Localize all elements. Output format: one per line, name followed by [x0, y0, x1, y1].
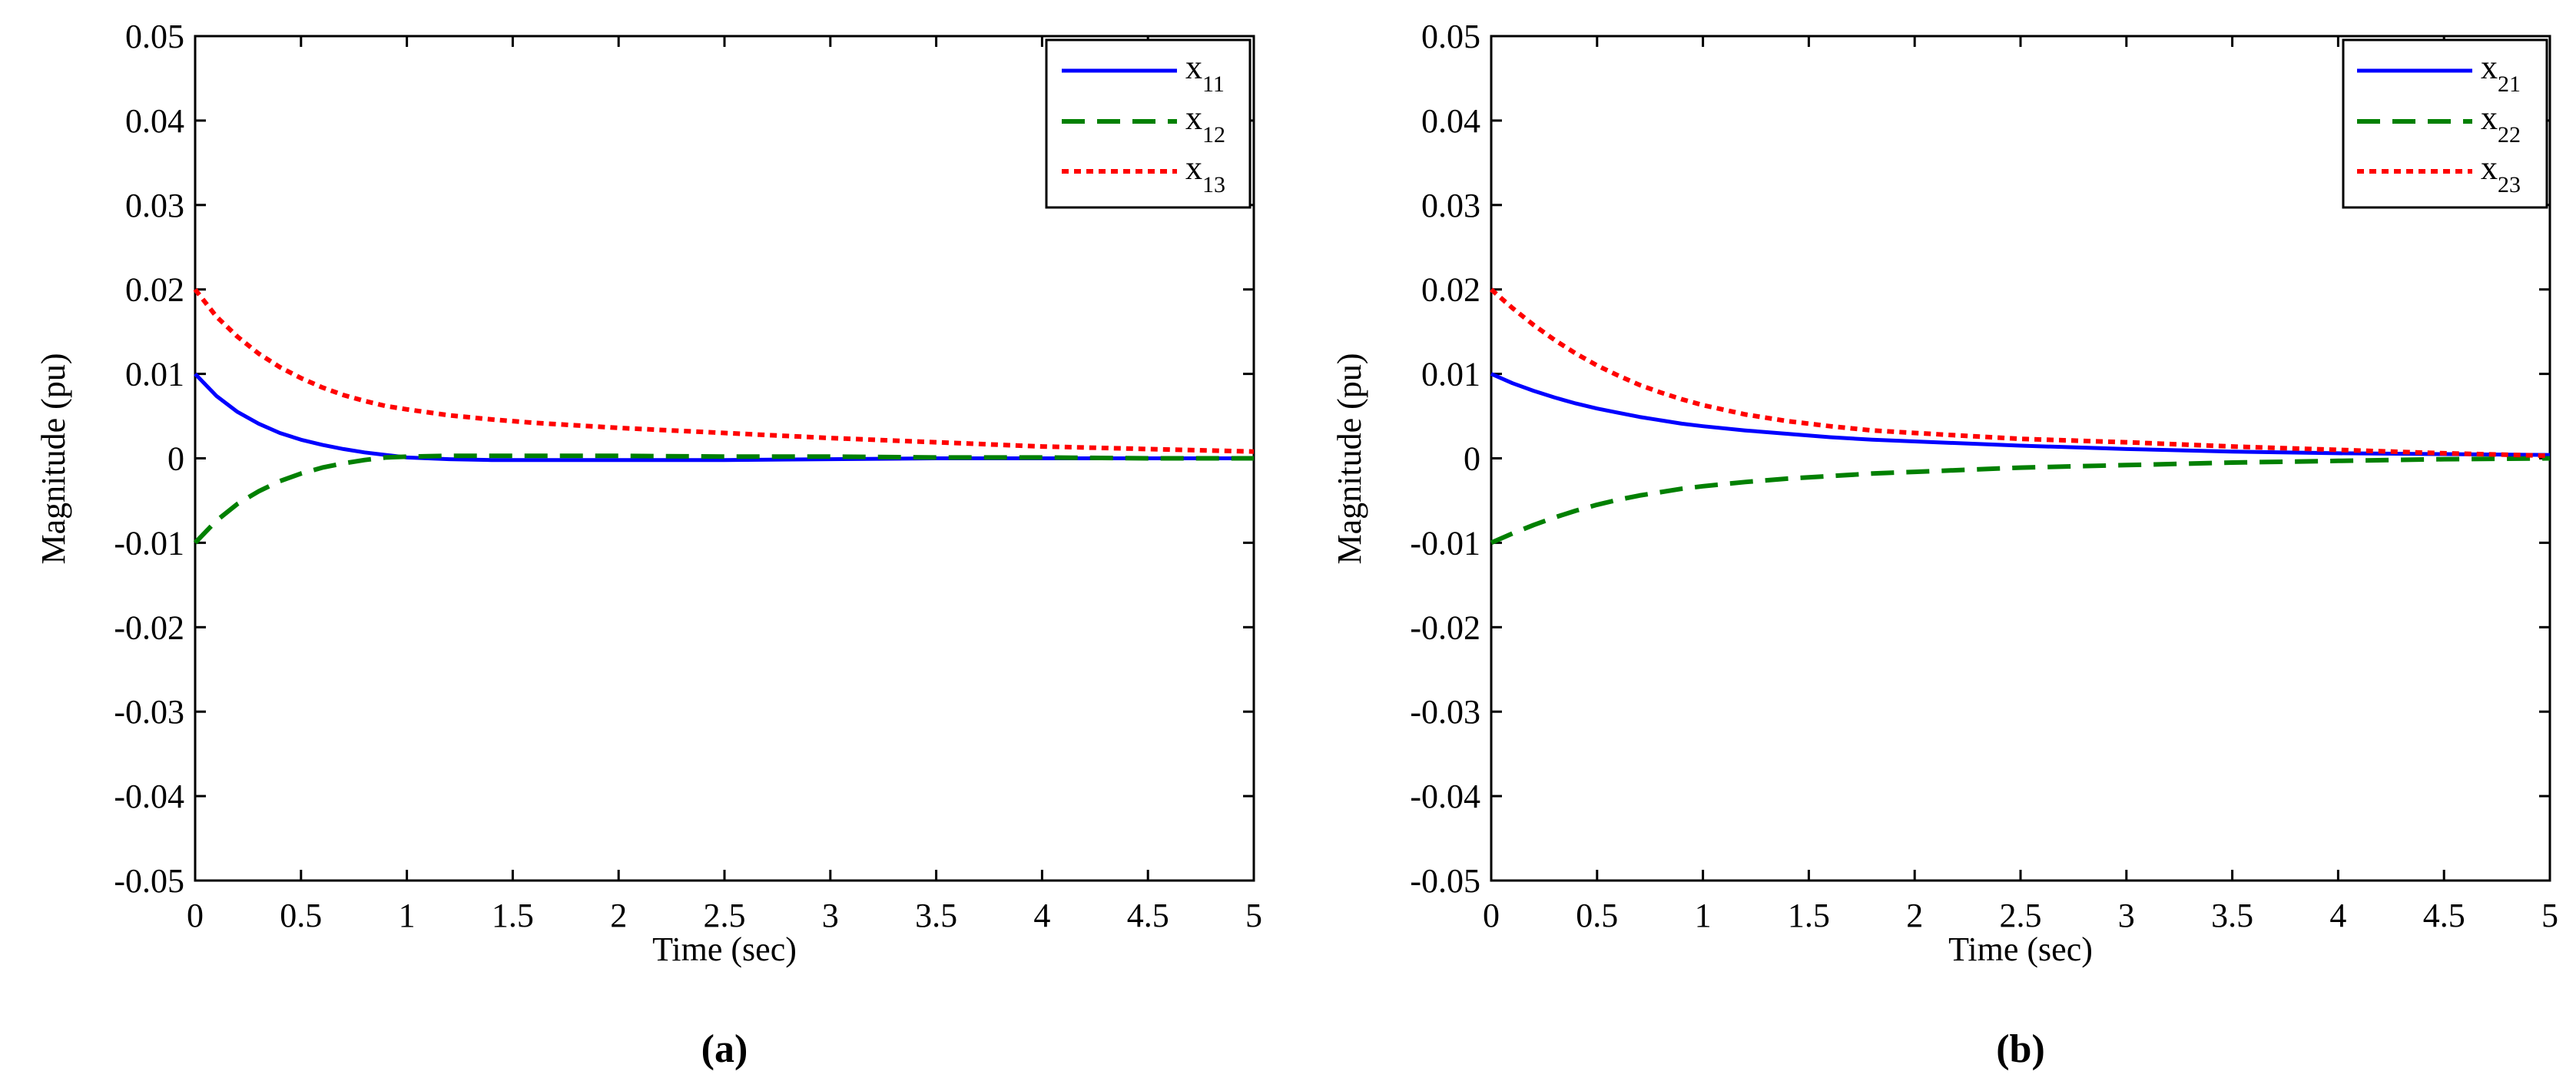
y-axis-b: -0.05 -0.04 -0.03 -0.02 -0.01 0 0.01 0.02 0.03 0.… — [1410, 18, 2550, 900]
x-tick-label-b: 0.5 — [1576, 897, 1618, 934]
x-tick-label-b: 4 — [2329, 897, 2346, 934]
series-line-x22 — [1490, 456, 2551, 546]
x-tick-label-b: 4.5 — [2423, 897, 2465, 934]
y-tick-label-b: 0.01 — [1421, 356, 1480, 393]
x-tick-label-b: 1 — [1695, 897, 1712, 934]
legend-label-x11: x11 — [1185, 48, 1225, 97]
x-tick-label-b: 1.5 — [1788, 897, 1830, 934]
y-tick-label-a: -0.04 — [114, 778, 184, 815]
x-tick-label-a: 0 — [187, 897, 204, 934]
y-tick-label-b: -0.02 — [1410, 609, 1480, 646]
x-tick-label-a: 5 — [1245, 897, 1262, 934]
x-axis-a: 0 0.5 1 1.5 2 2.5 3 3.5 4 4.5 5 — [187, 36, 1262, 934]
x-tick-label-b: 2.5 — [2000, 897, 2042, 934]
x-tick-label-a: 3.5 — [915, 897, 957, 934]
y-tick-label-a: -0.02 — [114, 609, 184, 646]
x-tick-label-a: 2 — [610, 897, 627, 934]
y-axis-label-b: Magnitude (pu) — [1331, 353, 1368, 565]
series-line-x21 — [1490, 372, 2551, 457]
y-tick-label-a: 0 — [167, 440, 184, 478]
x-tick-label-b: 5 — [2541, 897, 2558, 934]
x-tick-label-a: 1.5 — [492, 897, 534, 934]
y-tick-label-b: -0.05 — [1410, 862, 1480, 900]
x-tick-label-b: 0 — [1483, 897, 1500, 934]
series-line-x12 — [193, 453, 1254, 545]
y-tick-label-a: 0.03 — [125, 187, 184, 224]
y-tick-label-a: -0.01 — [114, 524, 184, 562]
legend-label-x22: x22 — [2481, 99, 2521, 148]
y-axis-a: -0.05 -0.04 -0.03 -0.02 -0.01 0 0.01 0.02 0.03 0.… — [114, 18, 1254, 900]
y-tick-label-b: 0.05 — [1421, 18, 1480, 55]
x-axis-label-b: Time (sec) — [1948, 930, 2093, 968]
y-tick-label-a: 0.04 — [125, 102, 184, 140]
series-line-x13 — [193, 287, 1255, 454]
y-tick-label-b: 0.02 — [1421, 271, 1480, 309]
y-tick-label-a: -0.05 — [114, 862, 184, 900]
x-tick-label-a: 3 — [822, 897, 839, 934]
x-tick-label-a: 2.5 — [704, 897, 746, 934]
x-tick-label-a: 4 — [1033, 897, 1050, 934]
x-tick-label-b: 2 — [1906, 897, 1923, 934]
legend-a: x11 x12 x13 — [1045, 38, 1252, 209]
legend-label-x12: x12 — [1185, 99, 1225, 148]
x-axis-b: 0 0.5 1 1.5 2 2.5 3 3.5 4 4.5 5 — [1483, 36, 2558, 934]
y-axis-label-a: Magnitude (pu) — [35, 353, 72, 565]
y-tick-label-a: -0.03 — [114, 693, 184, 731]
chart-panel-b: -0.05 -0.04 -0.03 -0.02 -0.01 0 0.01 0.02 0.03 0.… — [1331, 18, 2558, 1071]
chart-panel-a: -0.05 -0.04 -0.03 -0.02 -0.01 0 0.01 0.02 0.03 0.… — [35, 18, 1262, 1071]
y-tick-label-b: -0.01 — [1410, 524, 1480, 562]
panel-label-b: (b) — [1996, 1027, 2045, 1071]
x-tick-label-b: 3 — [2118, 897, 2135, 934]
legend-label-x23: x23 — [2481, 149, 2521, 197]
plot-area-b — [1490, 287, 2551, 546]
y-tick-label-b: -0.03 — [1410, 693, 1480, 731]
legend-label-x21: x21 — [2481, 48, 2521, 97]
y-tick-label-b: 0.04 — [1421, 102, 1480, 140]
legend-b: x21 x22 x23 — [2342, 38, 2548, 209]
y-tick-label-a: 0.01 — [125, 356, 184, 393]
x-tick-label-b: 3.5 — [2211, 897, 2253, 934]
legend-label-x13: x13 — [1185, 149, 1225, 197]
series-line-x23 — [1490, 287, 2551, 459]
y-tick-label-b: 0.03 — [1421, 187, 1480, 224]
y-tick-label-a: 0.05 — [125, 18, 184, 55]
panel-label-a: (a) — [701, 1027, 748, 1071]
x-tick-label-a: 4.5 — [1127, 897, 1169, 934]
x-tick-label-a: 1 — [399, 897, 416, 934]
y-tick-label-b: 0 — [1464, 440, 1480, 478]
x-axis-label-a: Time (sec) — [652, 930, 797, 968]
y-tick-label-b: -0.04 — [1410, 778, 1480, 815]
plot-area-a — [193, 287, 1255, 545]
y-tick-label-a: 0.02 — [125, 271, 184, 309]
x-tick-label-a: 0.5 — [280, 897, 322, 934]
